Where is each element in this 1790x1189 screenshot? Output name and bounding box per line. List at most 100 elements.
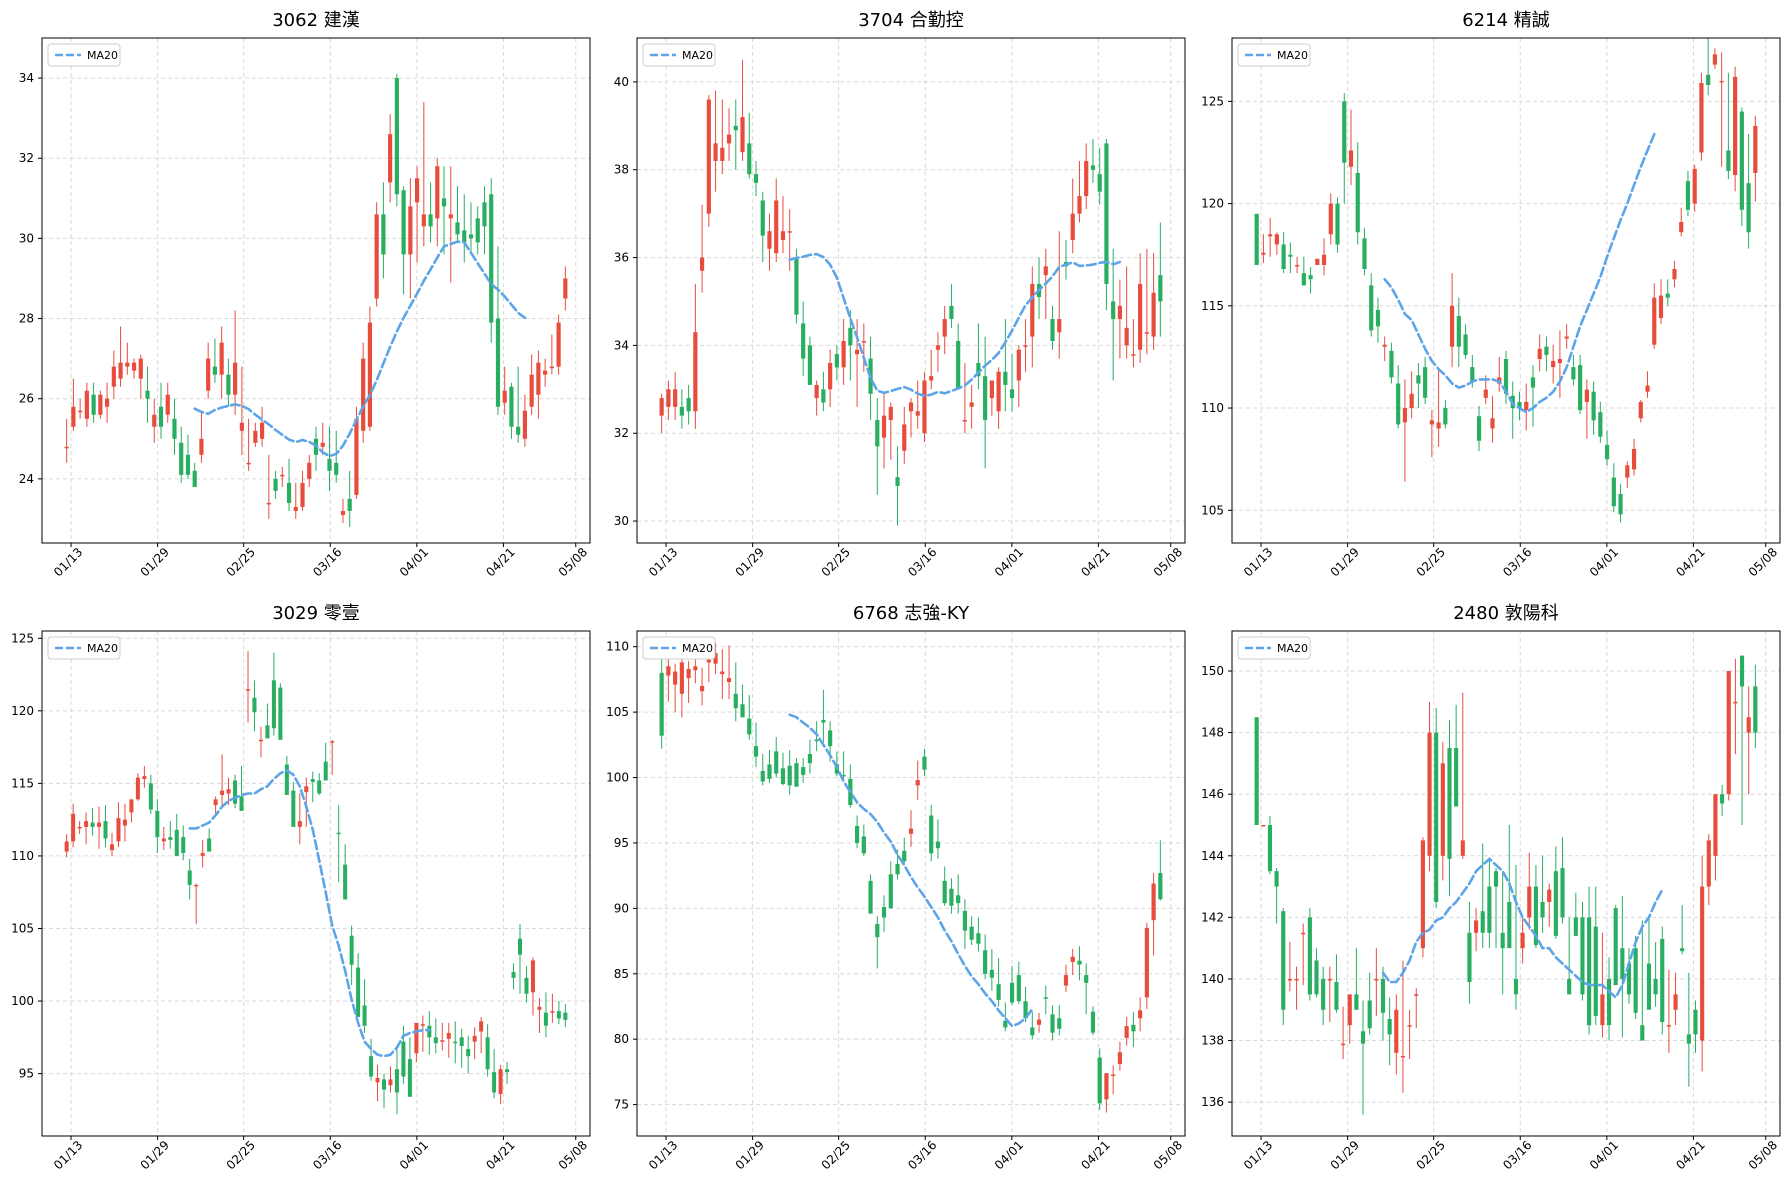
candle-body [1490, 418, 1495, 429]
candle-body [1402, 408, 1408, 423]
candle-body [1719, 80, 1724, 83]
x-tick-label: 04/01 [992, 1138, 1026, 1172]
candle-body [1449, 305, 1455, 347]
chart-panel-5: 75 80 85 90 95 100 105 110 01/13 01/29 02/25 03/16 0… [606, 603, 1186, 1172]
y-tick-label: 95 [19, 1067, 34, 1081]
candle-body [861, 341, 866, 343]
candle-body [1288, 254, 1293, 257]
candle-body [1111, 301, 1116, 320]
candle-body [854, 825, 860, 843]
candle-body [1467, 932, 1472, 983]
y-tick-label: 115 [1201, 299, 1224, 313]
candle-body [174, 829, 179, 856]
candle-body [1513, 978, 1519, 995]
candle-body [1070, 956, 1075, 962]
candle-body [1483, 389, 1488, 398]
y-tick-label: 95 [614, 836, 629, 850]
candle-body [1685, 181, 1691, 210]
candle-body [349, 935, 354, 965]
candle-body [976, 362, 981, 377]
candle-body [1547, 889, 1552, 902]
candle-body [1374, 978, 1379, 981]
y-tick-label: 125 [1201, 94, 1224, 108]
candle-body [226, 374, 231, 395]
x-tick-label: 02/25 [819, 545, 853, 579]
plot-frame [41, 630, 591, 1137]
x-tick-label: 04/21 [1078, 1138, 1112, 1172]
candle-body [1474, 920, 1479, 933]
candle-body [1158, 275, 1163, 302]
candle-body [1631, 448, 1637, 470]
candle-body [868, 880, 873, 914]
candle-body [807, 345, 813, 385]
candle-body [1261, 824, 1266, 827]
candle-body [841, 774, 846, 777]
candle-body [1360, 1031, 1366, 1044]
candle-body [1517, 401, 1522, 409]
candle-body [760, 200, 765, 236]
candle-body [753, 746, 759, 757]
chart-title: 2480 敦陽科 [1453, 603, 1559, 624]
candle-body [84, 821, 89, 827]
candle-body [258, 739, 263, 742]
candle-body [530, 960, 535, 993]
candle-body [77, 826, 82, 829]
chart-panel-4: 95 100 105 110 115 120 125 01/13 01/29 02/25 03/16… [11, 603, 591, 1172]
candle-body [1533, 886, 1538, 946]
candle-body [273, 478, 278, 491]
candle-body [300, 482, 305, 507]
candle-body [317, 780, 322, 794]
candle-body [922, 756, 927, 770]
candle-body [1544, 346, 1549, 355]
y-tick-label: 105 [11, 921, 34, 935]
candle-body [1573, 917, 1578, 936]
candle-body [929, 376, 934, 381]
candle-body [1713, 794, 1718, 856]
candle-body [1500, 932, 1505, 949]
candle-body [848, 327, 853, 346]
candle-body [71, 813, 76, 842]
candle-body [1560, 868, 1565, 918]
ma20-line [188, 768, 431, 1058]
y-tick-label: 146 [1201, 787, 1224, 801]
candle-body [1077, 960, 1082, 965]
x-tick-label: 01/13 [646, 545, 680, 579]
candle-body [767, 231, 772, 249]
chart-panel-6: 136 138 140 142 144 146 148 150 01/13 01/29 02/25 0… [1201, 603, 1781, 1172]
candle-body [942, 319, 947, 337]
y-tick-label: 105 [606, 705, 629, 719]
candle-body [187, 870, 192, 885]
candle-body [875, 420, 880, 447]
candle-body [956, 341, 961, 390]
candle-body [1626, 963, 1632, 995]
ma20-line [193, 240, 527, 458]
candle-body [854, 349, 860, 355]
candle-body [381, 1079, 387, 1090]
chart-title: 3029 零壹 [272, 603, 360, 624]
x-tick-label: 01/29 [138, 545, 172, 579]
candle-body [1354, 994, 1359, 1010]
candle-body [787, 231, 792, 233]
candle-body [686, 668, 691, 679]
candle-body [1625, 465, 1630, 478]
candle-body [1274, 234, 1279, 245]
x-tick-label: 04/21 [1673, 1138, 1707, 1172]
y-tick-label: 32 [19, 151, 34, 165]
candle-body [259, 422, 265, 439]
y-tick-label: 142 [1201, 910, 1224, 924]
candle-body [1480, 911, 1485, 933]
candle-body [1030, 283, 1035, 337]
candle-body [347, 498, 352, 511]
candle-body [122, 819, 127, 826]
candle-body [1598, 412, 1603, 437]
candle-body [135, 777, 140, 800]
candle-body [516, 426, 521, 435]
candle-body [522, 410, 527, 439]
candle-body [441, 198, 447, 207]
candle-body [479, 1021, 484, 1032]
candle-body [1665, 293, 1670, 298]
candle-body [693, 332, 698, 412]
candle-body [543, 1012, 548, 1026]
candle-body [323, 761, 328, 781]
legend: MA20 [47, 43, 121, 67]
